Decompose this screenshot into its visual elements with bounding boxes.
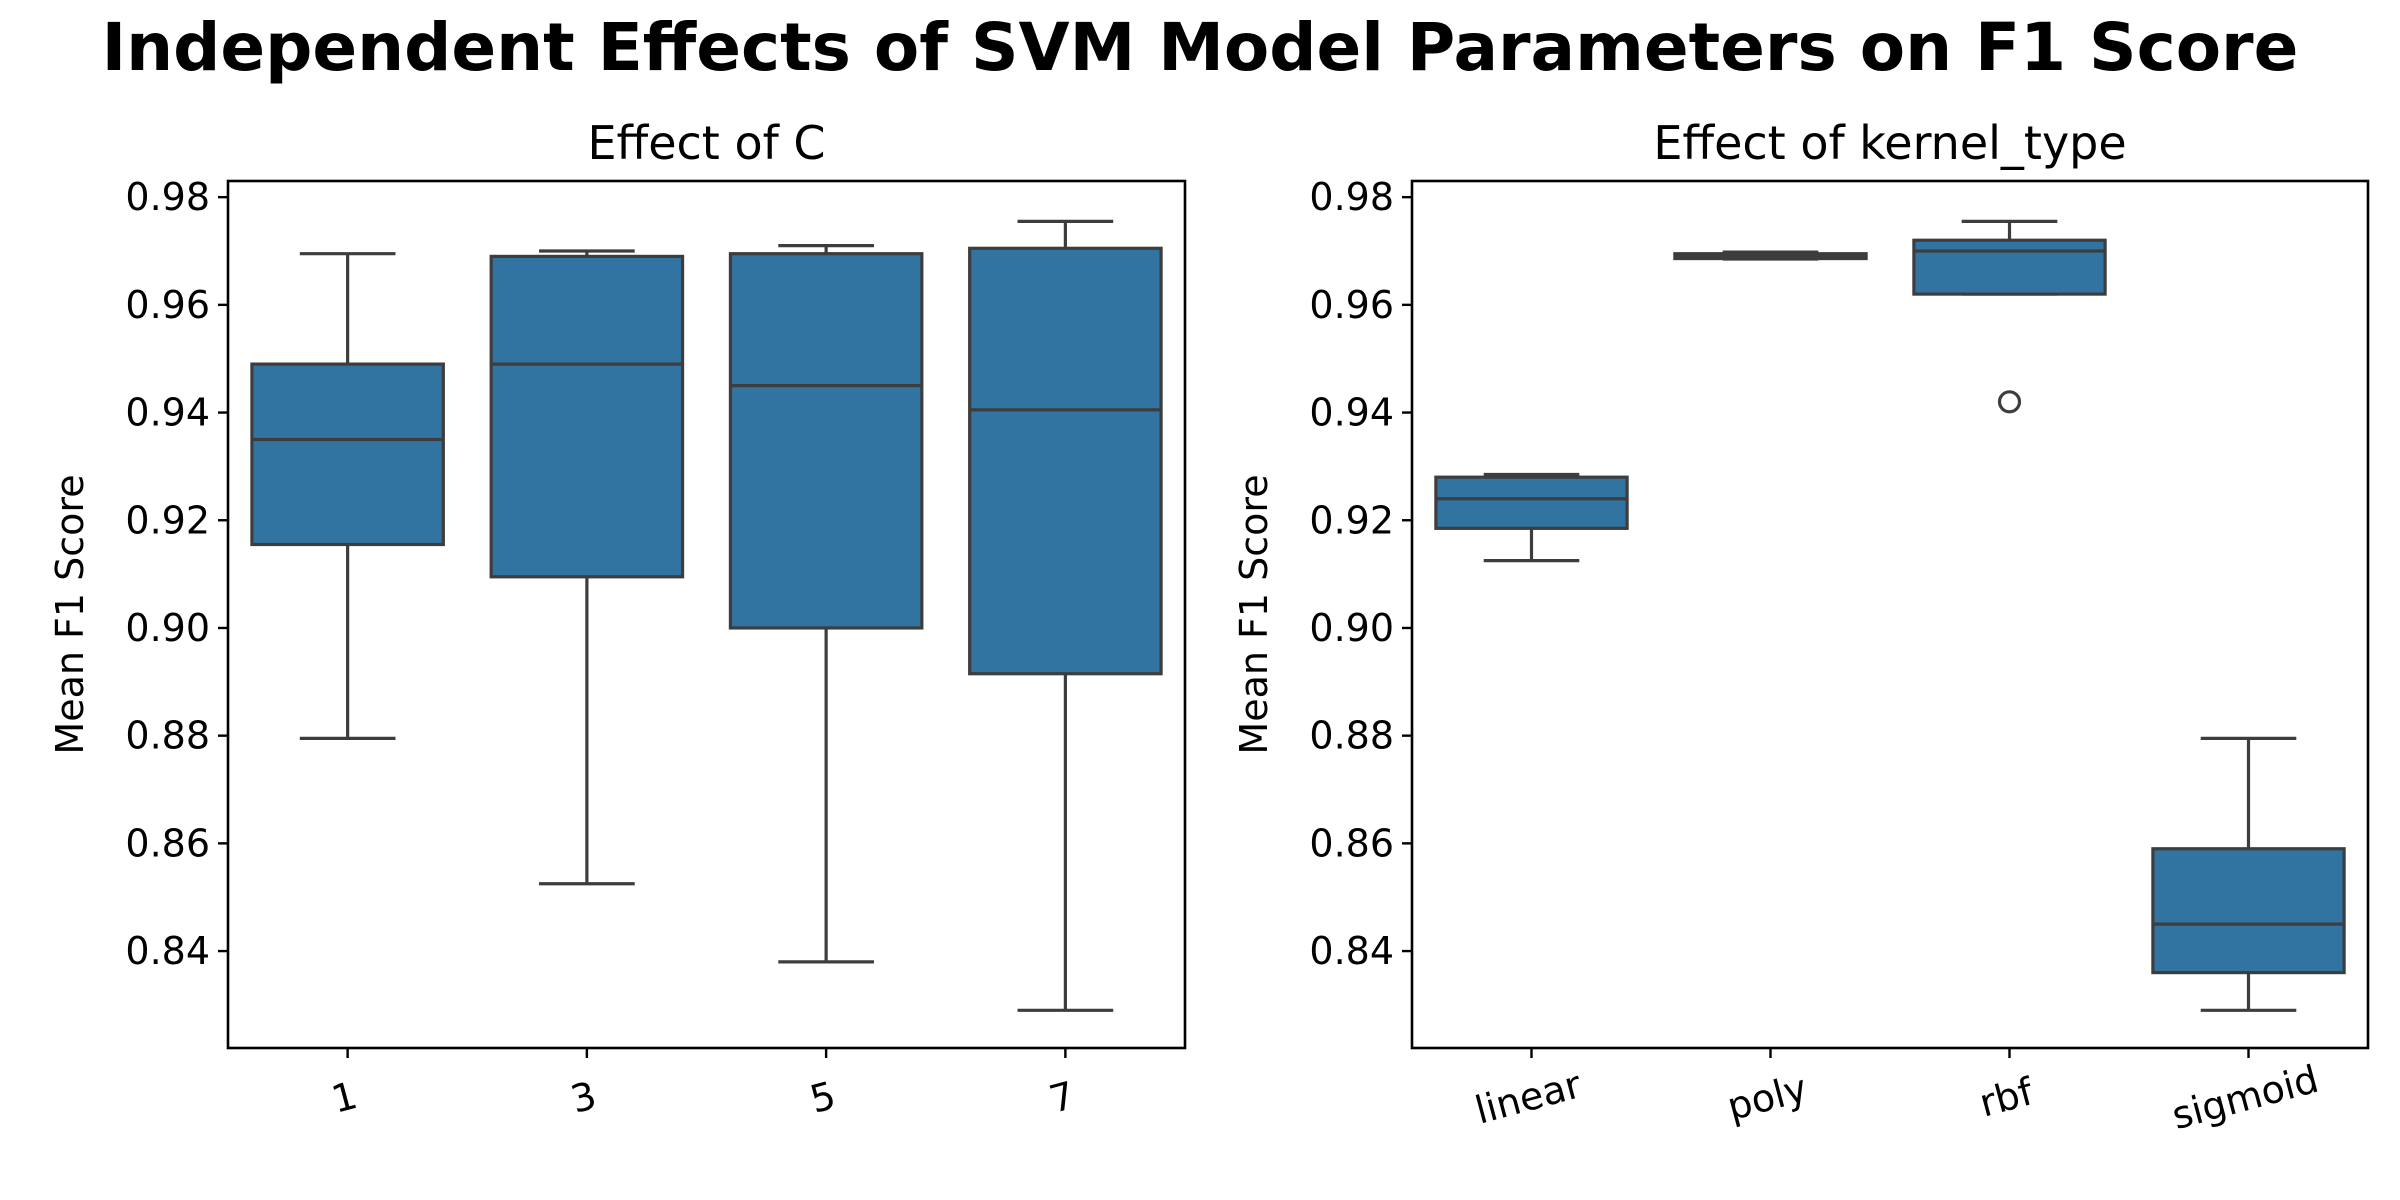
iqr-box xyxy=(1434,475,1629,530)
iqr-box xyxy=(968,246,1163,676)
outlier-point xyxy=(1997,390,2022,414)
x-tick-label: 1 xyxy=(327,1073,362,1122)
x-tick-label: rbf xyxy=(1975,1069,2039,1126)
y-tick-label: 0.92 xyxy=(1309,498,1394,542)
y-axis-label: Mean F1 Score xyxy=(1232,474,1276,754)
iqr-box xyxy=(728,252,924,630)
y-tick-label: 0.84 xyxy=(1309,929,1394,973)
x-tick-label: 5 xyxy=(805,1073,840,1122)
x-tick-label: sigmoid xyxy=(2167,1057,2323,1138)
y-tick-label: 0.98 xyxy=(1309,175,1394,219)
y-tick-label: 0.90 xyxy=(1309,606,1394,650)
box-7 xyxy=(968,219,1163,1012)
box-poly xyxy=(1673,250,1868,261)
y-tick-label: 0.86 xyxy=(1309,821,1394,865)
box-rbf xyxy=(1912,219,2107,414)
y-tick-label: 0.98 xyxy=(125,175,210,219)
y-tick-label: 0.94 xyxy=(1309,391,1394,435)
y-tick-label: 0.92 xyxy=(125,498,210,542)
subplot-title: Effect of C xyxy=(587,116,825,170)
y-tick-label: 0.86 xyxy=(125,821,210,865)
y-tick-label: 0.94 xyxy=(125,391,210,435)
right-subplot: Effect of kernel_type Mean F1 Score 0.84 0.… xyxy=(1232,116,2370,1138)
x-tick-label: 3 xyxy=(566,1073,601,1122)
iqr-box xyxy=(489,254,685,579)
x-tick-label: 7 xyxy=(1045,1073,1080,1122)
y-tick-label: 0.88 xyxy=(1309,714,1394,758)
iqr-box xyxy=(1912,238,2107,296)
iqr-box xyxy=(250,362,445,547)
y-tick-label: 0.96 xyxy=(1309,283,1394,327)
x-tick-label: linear xyxy=(1471,1062,1587,1132)
box-sigmoid xyxy=(2151,736,2346,1012)
axes-frame xyxy=(226,179,1187,1050)
y-tick-label: 0.96 xyxy=(125,283,210,327)
figure-title: Independent Effects of SVM Model Paramet… xyxy=(102,9,2299,86)
subplot-title: Effect of kernel_type xyxy=(1653,116,2126,170)
axes-frame xyxy=(1410,179,2370,1050)
y-tick-label: 0.90 xyxy=(125,606,210,650)
y-axis-label: Mean F1 Score xyxy=(48,474,92,754)
x-tick-label: poly xyxy=(1723,1066,1812,1129)
box-linear xyxy=(1434,472,1629,563)
left-subplot: Effect of C Mean F1 Score 0.84 0.86 0.88 0.90… xyxy=(48,116,1187,1122)
y-tick-label: 0.88 xyxy=(125,714,210,758)
y-tick-label: 0.84 xyxy=(125,929,210,973)
box-1 xyxy=(250,252,445,740)
box-3 xyxy=(489,249,685,886)
box-5 xyxy=(728,244,924,964)
iqr-box xyxy=(2151,847,2346,975)
